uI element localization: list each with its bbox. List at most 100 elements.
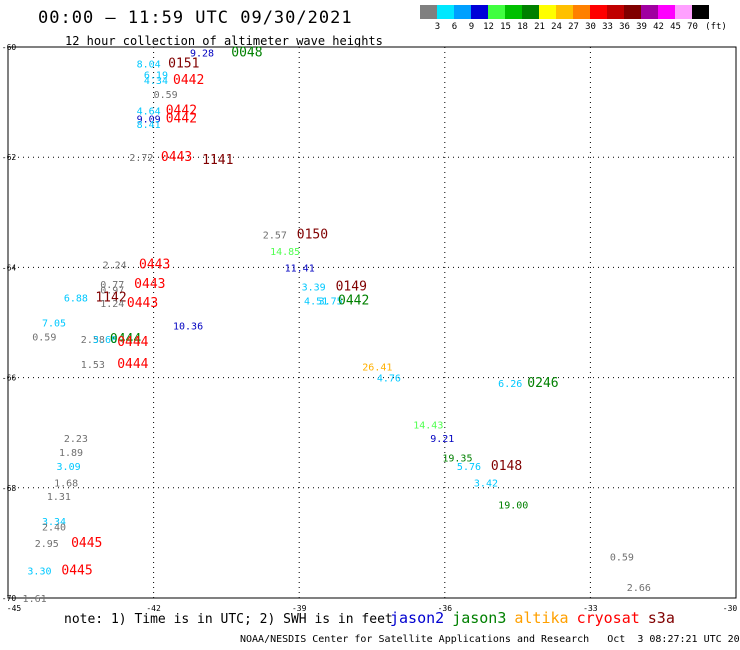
pass-time-label: 0048 xyxy=(231,46,262,61)
longitude-label: -36 xyxy=(438,604,453,613)
longitude-label: -39 xyxy=(292,604,307,613)
legend-label: 70 xyxy=(687,22,698,32)
footer-note: note: 1) Time is in UTC; 2) SWH is in fe… xyxy=(64,612,393,627)
legend-swatch xyxy=(505,5,522,19)
pass-time-label: 0445 xyxy=(71,536,102,551)
pass-time-label: 0444 xyxy=(117,335,148,350)
legend-swatch xyxy=(471,5,488,19)
wave-height-value: 6.88 xyxy=(64,294,88,305)
satellite-legend: jason2 jason3 altika cryosat s3a xyxy=(390,609,683,627)
longitude-label: -42 xyxy=(146,604,161,613)
wave-height-value: 4.64 xyxy=(137,106,161,117)
pass-time-label: 0246 xyxy=(527,376,558,391)
wave-height-value: 4.51 xyxy=(304,296,328,307)
wave-height-value: 8.04 xyxy=(137,60,161,71)
wave-height-value: 8.41 xyxy=(137,120,161,131)
wave-height-value: 3.68 xyxy=(93,335,117,346)
legend-label: 18 xyxy=(517,22,528,32)
wave-height-value: 1.24 xyxy=(100,299,124,310)
wave-height-value: 14.85 xyxy=(270,247,300,258)
wave-height-value: 14.43 xyxy=(413,420,443,431)
longitude-label: -45 xyxy=(7,604,22,613)
credit-line: NOAA/NESDIS Center for Satellite Applica… xyxy=(240,634,740,645)
wave-height-value: 3.39 xyxy=(302,283,326,294)
wave-height-value: 26.41 xyxy=(362,363,392,374)
legend-label: 9 xyxy=(468,22,475,32)
legend-label: 24 xyxy=(551,22,562,32)
pass-time-label: 0442 xyxy=(166,103,197,118)
longitude-label: -30 xyxy=(723,604,738,613)
wave-height-value: 0.97 xyxy=(100,285,124,296)
latitude-label: -60 xyxy=(2,43,17,52)
wave-height-value: 9.21 xyxy=(430,434,454,445)
map-frame xyxy=(7,46,737,599)
wave-height-value: 11.41 xyxy=(285,263,315,274)
pass-time-label: 0443 xyxy=(134,277,165,292)
wave-height-value: 6.19 xyxy=(144,71,168,82)
pass-time-label: 0443 xyxy=(139,258,170,273)
wave-height-value: 2.58 xyxy=(81,335,105,346)
wave-height-value: 3.30 xyxy=(27,566,51,577)
wave-height-value: 3.75 xyxy=(319,296,343,307)
legend-swatch xyxy=(590,5,607,19)
latitude-label: -66 xyxy=(2,374,17,383)
wave-height-value: 5.76 xyxy=(457,462,481,473)
wave-height-value: 1.68 xyxy=(54,478,78,489)
legend-swatch xyxy=(556,5,573,19)
wave-height-value: 2.40 xyxy=(42,522,66,533)
wave-height-value: 9.09 xyxy=(137,115,161,126)
pass-time-label: 0443 xyxy=(127,296,158,311)
pass-time-label: 1142 xyxy=(95,291,126,306)
legend-label: 27 xyxy=(568,22,579,32)
latitude-label: -62 xyxy=(2,153,17,162)
wave-height-value: 2.57 xyxy=(263,230,287,241)
latitude-label: -70 xyxy=(2,594,17,603)
wave-height-value: 10.36 xyxy=(173,321,203,332)
satellite-label: jason2 xyxy=(390,609,445,627)
wave-height-value: 1.53 xyxy=(81,360,105,371)
latitude-label: -64 xyxy=(2,263,17,272)
legend-label: 30 xyxy=(585,22,596,32)
wave-height-value: 2.23 xyxy=(64,434,88,445)
legend-label: 3 xyxy=(434,22,441,32)
legend-swatch xyxy=(658,5,675,19)
wave-height-value: 4.34 xyxy=(144,76,168,87)
wave-height-value: 0.59 xyxy=(154,90,178,101)
legend-swatch xyxy=(692,5,709,19)
latitude-label: -68 xyxy=(2,484,17,493)
satellite-label: s3a xyxy=(647,609,675,627)
map-subtitle: 12 hour collection of altimeter wave hei… xyxy=(65,34,383,48)
wave-height-value: 3.42 xyxy=(474,478,498,489)
pass-time-label: 0442 xyxy=(173,73,204,88)
legend-swatch xyxy=(420,5,437,19)
wave-height-value: 0.77 xyxy=(100,280,124,291)
wave-height-value: 9.28 xyxy=(190,49,214,60)
legend-label: 42 xyxy=(653,22,664,32)
legend-swatch xyxy=(488,5,505,19)
legend-swatch xyxy=(454,5,471,19)
wave-height-value: 3.09 xyxy=(57,462,81,473)
legend-label: 33 xyxy=(602,22,613,32)
pass-time-label: 0444 xyxy=(110,332,141,347)
legend-label: 15 xyxy=(500,22,511,32)
wave-height-value: 7.05 xyxy=(42,319,66,330)
pass-time-label: 0148 xyxy=(491,459,522,474)
wave-height-value: 3.34 xyxy=(42,517,66,528)
wave-height-value: 1.61 xyxy=(23,594,47,605)
wave-height-value: 2.72 xyxy=(129,153,153,164)
legend-swatch xyxy=(522,5,539,19)
legend-swatch xyxy=(539,5,556,19)
satellite-label: altika xyxy=(514,609,569,627)
legend-swatch xyxy=(624,5,641,19)
legend-label: 12 xyxy=(483,22,494,32)
legend-label: 39 xyxy=(636,22,647,32)
legend-label: 45 xyxy=(670,22,681,32)
legend-swatch xyxy=(675,5,692,19)
legend-swatch xyxy=(641,5,658,19)
longitude-label: -33 xyxy=(583,604,598,613)
pass-time-label: 0442 xyxy=(166,112,197,127)
legend-label: 6 xyxy=(451,22,458,32)
pass-time-label: 0442 xyxy=(338,293,369,308)
legend-swatch xyxy=(607,5,624,19)
